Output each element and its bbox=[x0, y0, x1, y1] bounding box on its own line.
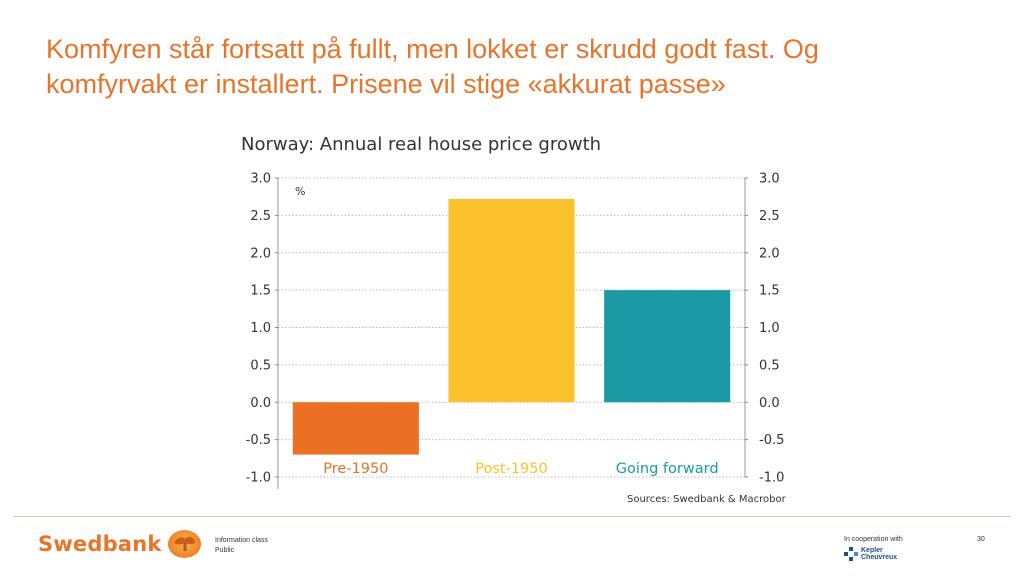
slide-title: Komfyren står fortsatt på fullt, men lok… bbox=[46, 34, 819, 99]
bar-post-1950 bbox=[448, 198, 575, 403]
oak-tree-icon bbox=[167, 530, 201, 558]
bar-going-forward bbox=[604, 290, 731, 403]
y-tick-label-right: 1.5 bbox=[759, 284, 780, 299]
unit-label: % bbox=[295, 185, 305, 198]
category-label: Going forward bbox=[616, 461, 719, 477]
y-tick-label-right: 1.0 bbox=[759, 321, 780, 336]
chart-source: Sources: Swedbank & Macrobor bbox=[627, 494, 786, 505]
y-tick-label-right: 3.0 bbox=[759, 172, 780, 187]
y-tick-label-right: 0.0 bbox=[759, 396, 780, 411]
chart-title: Norway: Annual real house price growth bbox=[241, 134, 602, 155]
y-tick-label-right: -0.5 bbox=[759, 433, 784, 448]
information-class: Information class Public bbox=[215, 536, 268, 556]
y-tick-label-right: -1.0 bbox=[759, 471, 784, 486]
y-tick-label-left: 0.0 bbox=[250, 396, 271, 411]
y-tick-label-left: 3.0 bbox=[250, 172, 271, 187]
info-class-value: Public bbox=[215, 547, 235, 554]
kepler-icon bbox=[844, 547, 858, 561]
bar-chart: 3.0 3.0 2.5 2.5 2.0 2.0 1.5 1.5 1.0 1.0 0.5 0.5 0.0 0… bbox=[246, 172, 784, 489]
y-tick-label-left: 2.5 bbox=[250, 209, 271, 224]
swedbank-logo: Swedbank bbox=[38, 530, 201, 558]
page-number: 30 bbox=[977, 536, 985, 543]
y-tick-label-left: 2.0 bbox=[250, 246, 271, 261]
y-tick-label-left: 1.0 bbox=[250, 321, 271, 336]
kepler-cheuvreux-logo: Kepler Cheuvreux bbox=[844, 547, 897, 561]
cooperation-label: In cooperation with bbox=[844, 536, 903, 543]
partner-name-line2: Cheuvreux bbox=[861, 554, 898, 561]
bar-pre-1950 bbox=[292, 402, 419, 455]
y-tick-label-left: 1.5 bbox=[250, 284, 271, 299]
category-label: Pre-1950 bbox=[323, 461, 388, 477]
y-tick-label-right: 2.0 bbox=[759, 246, 780, 261]
footer-divider bbox=[14, 516, 1010, 517]
y-tick-label-left: -1.0 bbox=[246, 471, 271, 486]
partner-name-line1: Kepler bbox=[861, 547, 883, 554]
y-tick-label-left: -0.5 bbox=[246, 433, 271, 448]
y-tick-label-left: 0.5 bbox=[250, 358, 271, 373]
y-tick-label-right: 0.5 bbox=[759, 358, 780, 373]
info-class-label: Information class bbox=[215, 537, 268, 544]
category-label: Post-1950 bbox=[475, 461, 547, 477]
brand-name: Swedbank bbox=[38, 532, 162, 556]
y-tick-label-right: 2.5 bbox=[759, 209, 780, 224]
